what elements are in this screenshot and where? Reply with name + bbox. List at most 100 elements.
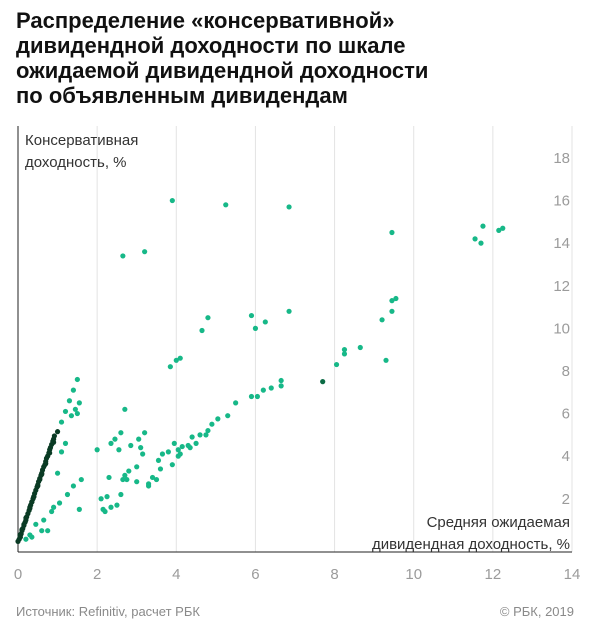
data-point [478, 240, 484, 246]
axes [17, 126, 572, 553]
data-point [248, 393, 255, 400]
data-point [383, 357, 389, 363]
data-point [39, 528, 45, 534]
data-point [76, 506, 82, 512]
data-point [17, 532, 23, 538]
data-point [153, 476, 160, 483]
data-point [39, 471, 45, 477]
data-point [124, 476, 130, 483]
y-tick-label: 14 [553, 235, 570, 252]
data-point [21, 521, 27, 527]
x-axis-label: дивидендная доходность, % [372, 536, 570, 553]
y-tick-label: 6 [562, 406, 570, 423]
x-tick-label: 4 [172, 566, 180, 583]
data-point [54, 470, 61, 476]
data-point [70, 387, 76, 393]
data-point [165, 449, 171, 455]
title-line: ожидаемой дивидендной доходности [16, 58, 429, 83]
data-point [341, 351, 348, 357]
tick-labels: 0 2 4 6 8 10 12 14 2 4 6 8 10 12 14 16 18 [14, 150, 581, 583]
y-tick-label: 8 [562, 363, 570, 380]
data-point [197, 432, 203, 438]
data-point [205, 315, 211, 321]
data-point [177, 355, 183, 361]
data-point [393, 295, 399, 302]
data-point [167, 364, 173, 370]
y-tick-label: 12 [553, 278, 570, 295]
data-point [37, 476, 43, 483]
data-point [70, 483, 76, 489]
y-axis-label: доходность, % [25, 154, 127, 171]
data-point [114, 502, 120, 508]
data-point [286, 308, 292, 314]
axis-labels: Консервативная доходность, % Средняя ожида… [25, 132, 570, 553]
data-point [199, 327, 205, 334]
data-point [171, 440, 177, 446]
y-axis-label: Консервативная [25, 132, 138, 149]
data-point [41, 517, 47, 523]
data-point [122, 406, 128, 412]
data-point [177, 451, 183, 457]
data-point [472, 236, 478, 242]
data-point [145, 481, 152, 487]
title-line: Распределение «консервативной» [16, 8, 395, 33]
data-point [64, 491, 71, 498]
data-point [128, 442, 134, 449]
data-point [94, 447, 100, 453]
data-point [49, 508, 55, 515]
data-point [116, 447, 122, 453]
data-point [31, 494, 37, 500]
data-point [108, 504, 114, 510]
data-point [233, 400, 239, 406]
data-point [262, 319, 268, 325]
data-point [54, 429, 61, 435]
data-point [72, 406, 78, 412]
data-point [357, 344, 363, 351]
y-tick-label: 10 [553, 320, 570, 337]
data-point [29, 499, 35, 505]
data-point [142, 249, 148, 255]
title-line: по объявленным дивидендам [16, 83, 348, 108]
data-point [56, 500, 63, 506]
data-point [159, 451, 166, 457]
data-point [108, 440, 114, 446]
x-tick-label: 14 [564, 566, 581, 583]
data-point [286, 204, 292, 210]
data-point [62, 408, 69, 415]
x-tick-label: 12 [485, 566, 502, 583]
data-points [15, 197, 506, 544]
x-axis-label: Средняя ожидаемая [427, 514, 570, 531]
data-point [169, 462, 175, 468]
data-point [268, 385, 274, 391]
data-point [51, 504, 57, 510]
data-point [496, 227, 502, 233]
data-point [122, 472, 128, 478]
data-point [23, 515, 29, 521]
data-point [51, 433, 58, 439]
data-point [120, 253, 126, 259]
data-point [252, 325, 259, 331]
data-point [179, 443, 185, 450]
data-point [500, 225, 506, 231]
data-point [58, 419, 65, 425]
data-point [136, 436, 142, 442]
y-tick-label: 18 [553, 150, 570, 167]
data-point [149, 474, 156, 481]
data-point [74, 376, 80, 383]
x-tick-label: 10 [405, 566, 422, 583]
data-point [126, 468, 132, 474]
data-point [157, 466, 164, 472]
gridlines [96, 126, 573, 552]
data-point [169, 197, 175, 204]
data-point [29, 534, 35, 540]
data-point [203, 432, 209, 438]
data-point [187, 445, 193, 451]
data-point [193, 440, 199, 446]
data-point [134, 479, 140, 485]
data-point [74, 410, 80, 417]
data-point [98, 496, 104, 502]
data-point [66, 398, 73, 404]
data-point [43, 461, 49, 467]
title-line: дивидендной доходности по шкале [16, 33, 406, 58]
